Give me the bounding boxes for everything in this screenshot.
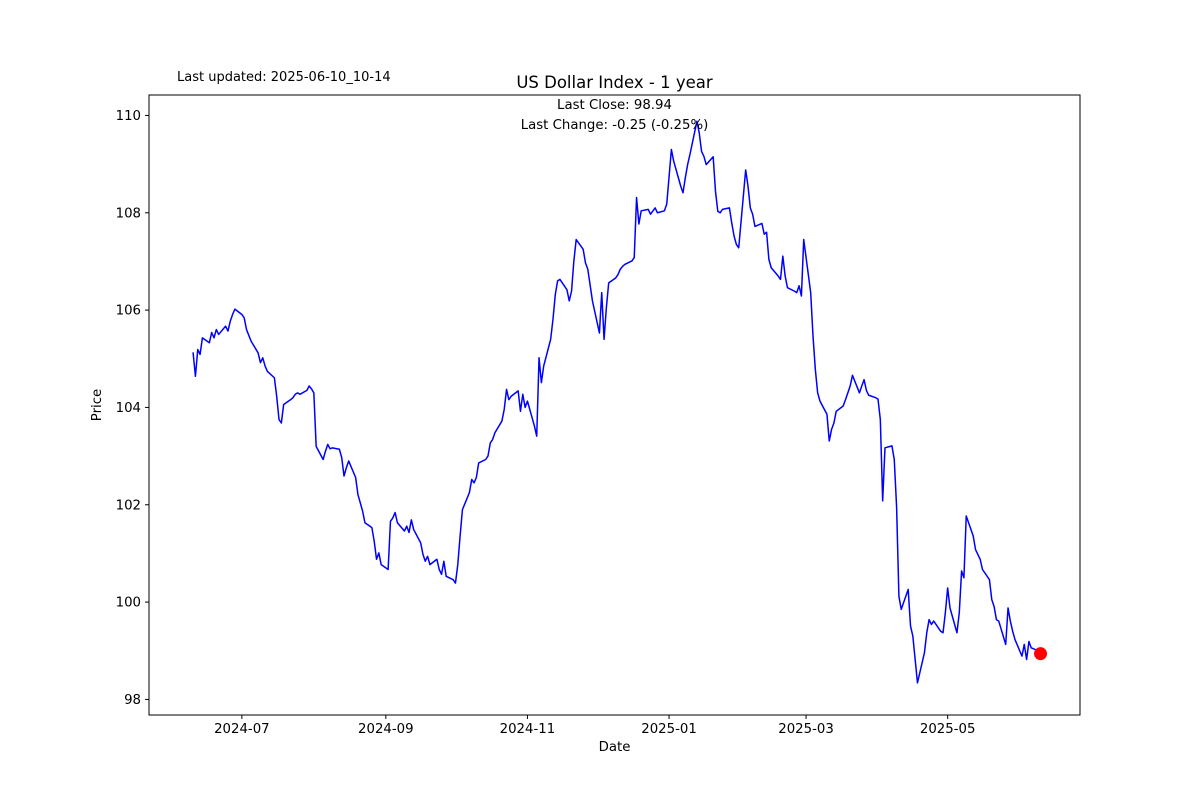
last-updated-label: Last updated: 2025-06-10_10-14 xyxy=(177,70,391,85)
price-line xyxy=(192,120,1042,684)
x-tick-label: 2025-05 xyxy=(920,722,976,737)
chart-title: US Dollar Index - 1 year xyxy=(516,73,713,92)
last-change-annotation: Last Change: -0.25 (-0.25%) xyxy=(521,118,709,133)
x-tick-label: 2025-03 xyxy=(778,722,834,737)
y-tick-label: 100 xyxy=(116,596,141,611)
x-tick-label: 2025-01 xyxy=(641,722,697,737)
y-tick-label: 104 xyxy=(116,401,141,416)
x-tick-label: 2024-11 xyxy=(500,722,556,737)
y-tick-label: 108 xyxy=(116,206,141,221)
x-tick-label: 2024-09 xyxy=(358,722,414,737)
last-close-annotation: Last Close: 98.94 xyxy=(557,98,672,113)
y-tick-label: 106 xyxy=(116,304,141,319)
price-series xyxy=(192,120,1048,684)
y-axis-label: Price xyxy=(90,389,105,421)
axis-ticks: 2024-07 2024-09 2024-11 2025-01 2025-03 2025-… xyxy=(116,109,976,737)
y-tick-label: 98 xyxy=(124,693,141,708)
x-tick-label: 2024-07 xyxy=(214,722,270,737)
x-axis-label: Date xyxy=(599,740,631,755)
y-tick-label: 110 xyxy=(116,109,141,124)
plot-area-border xyxy=(148,94,1081,716)
y-tick-label: 102 xyxy=(116,498,141,513)
last-close-marker xyxy=(1034,647,1048,661)
